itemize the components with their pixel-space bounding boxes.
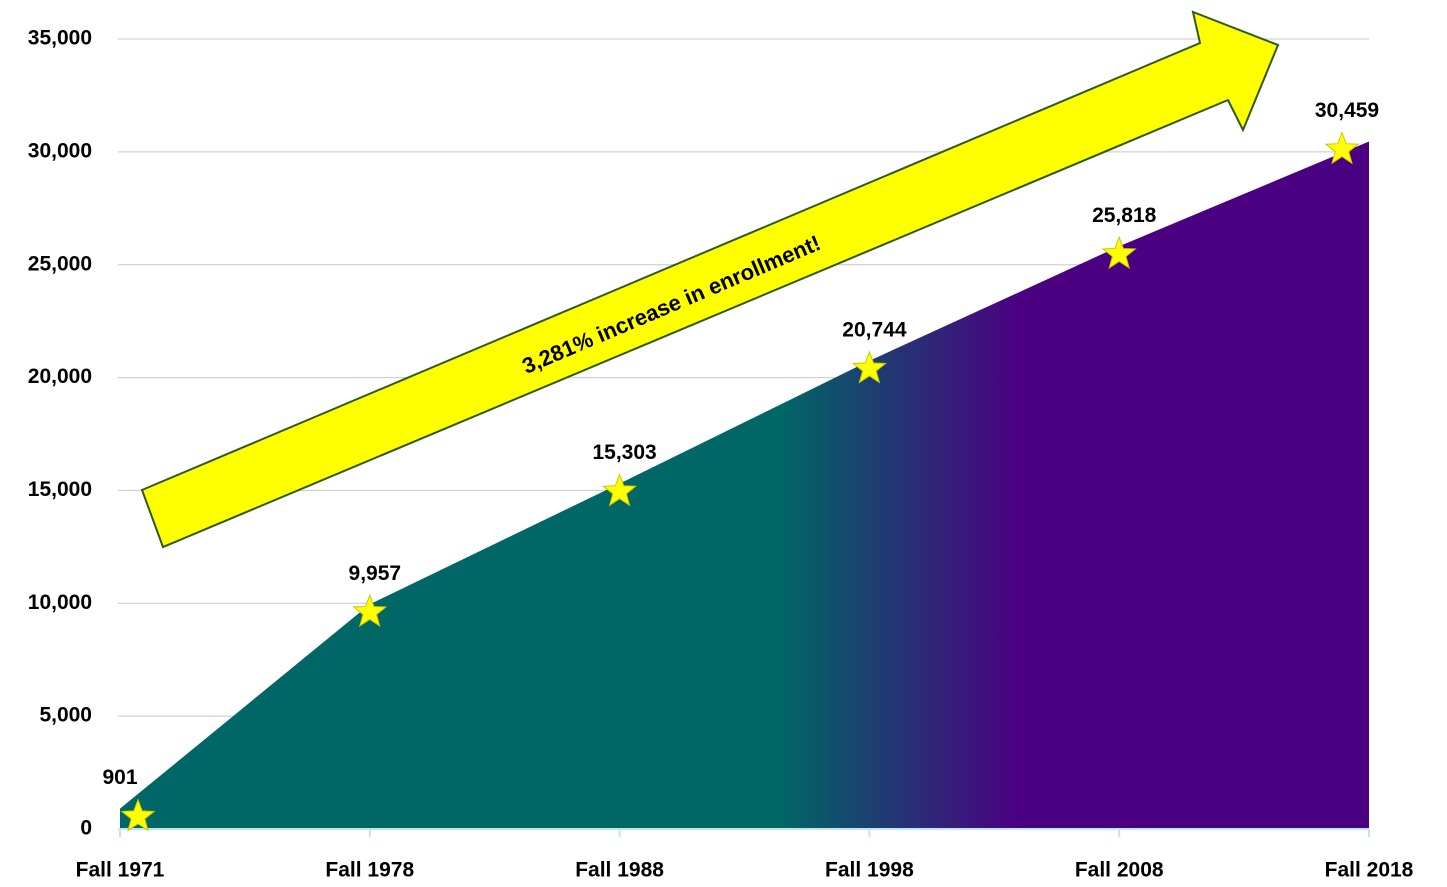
y-tick-label: 30,000 (28, 139, 92, 162)
marker (352, 593, 388, 628)
x-tick-label: Fall 2018 (1325, 859, 1414, 882)
x-tick-label: Fall 2008 (1075, 859, 1164, 882)
marker (1101, 235, 1137, 270)
y-tick-label: 20,000 (28, 365, 92, 388)
value-label: 901 (102, 766, 137, 789)
area (120, 141, 1369, 830)
value-label: 25,818 (1092, 204, 1157, 227)
arrow (140, 10, 1280, 549)
marker (1324, 131, 1360, 165)
value-label: 15,303 (592, 441, 656, 464)
value-label: 30,459 (1315, 99, 1379, 122)
x-tick-label: Fall 1971 (76, 859, 165, 882)
y-tick-label: 5,000 (39, 704, 92, 727)
marker (602, 473, 638, 507)
marker (120, 798, 156, 832)
y-tick-label: 15,000 (28, 478, 92, 501)
value-label: 9,957 (349, 562, 402, 585)
y-tick-label: 25,000 (28, 252, 92, 275)
value-label: 20,744 (842, 318, 907, 341)
x-tick-label: Fall 1998 (825, 859, 914, 882)
y-tick-label: 0 (80, 817, 92, 840)
x-tick-label: Fall 1978 (325, 859, 414, 882)
y-tick-label: 35,000 (28, 27, 92, 50)
y-tick-label: 10,000 (28, 591, 92, 614)
annotation: 3,281% increase in enrollment! (518, 230, 824, 379)
marker (851, 350, 887, 384)
x-tick-label: Fall 1988 (575, 859, 664, 882)
